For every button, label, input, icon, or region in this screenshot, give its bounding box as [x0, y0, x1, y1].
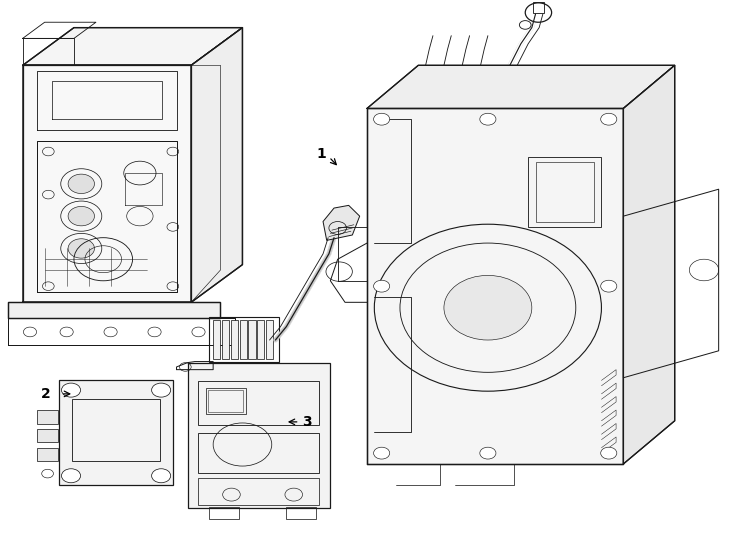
Bar: [37, 448, 58, 461]
Circle shape: [152, 469, 171, 483]
Bar: [198, 478, 319, 505]
Bar: [208, 389, 243, 412]
Polygon shape: [367, 109, 623, 464]
Polygon shape: [59, 380, 173, 485]
Bar: [239, 320, 247, 359]
Bar: [209, 507, 239, 519]
Polygon shape: [623, 65, 675, 464]
Bar: [37, 410, 58, 423]
Bar: [209, 318, 279, 362]
Circle shape: [152, 383, 171, 397]
Circle shape: [600, 280, 617, 292]
Bar: [222, 320, 229, 359]
Bar: [198, 433, 319, 473]
Bar: [266, 320, 273, 359]
Circle shape: [374, 113, 390, 125]
Polygon shape: [23, 65, 191, 302]
Circle shape: [62, 383, 81, 397]
Text: 2: 2: [41, 387, 51, 401]
Circle shape: [600, 113, 617, 125]
Bar: [248, 320, 255, 359]
Bar: [213, 320, 220, 359]
Bar: [528, 157, 601, 227]
Polygon shape: [191, 28, 242, 302]
Polygon shape: [367, 65, 675, 109]
Polygon shape: [187, 363, 330, 508]
Circle shape: [480, 447, 496, 459]
Text: 1: 1: [316, 147, 327, 161]
Bar: [37, 429, 58, 442]
Bar: [257, 320, 264, 359]
Polygon shape: [323, 205, 360, 240]
Bar: [73, 399, 160, 461]
Polygon shape: [23, 28, 242, 65]
Circle shape: [374, 280, 390, 292]
Polygon shape: [8, 302, 220, 319]
Circle shape: [444, 275, 532, 340]
Circle shape: [68, 239, 95, 258]
Bar: [533, 2, 545, 12]
Circle shape: [68, 174, 95, 193]
Bar: [286, 507, 316, 519]
Bar: [536, 163, 594, 221]
Circle shape: [526, 3, 552, 22]
Bar: [230, 320, 238, 359]
Bar: [206, 388, 246, 414]
Bar: [198, 381, 319, 424]
Circle shape: [68, 206, 95, 226]
Circle shape: [374, 447, 390, 459]
Circle shape: [600, 447, 617, 459]
Circle shape: [480, 113, 496, 125]
Text: 3: 3: [302, 415, 312, 429]
Circle shape: [62, 469, 81, 483]
